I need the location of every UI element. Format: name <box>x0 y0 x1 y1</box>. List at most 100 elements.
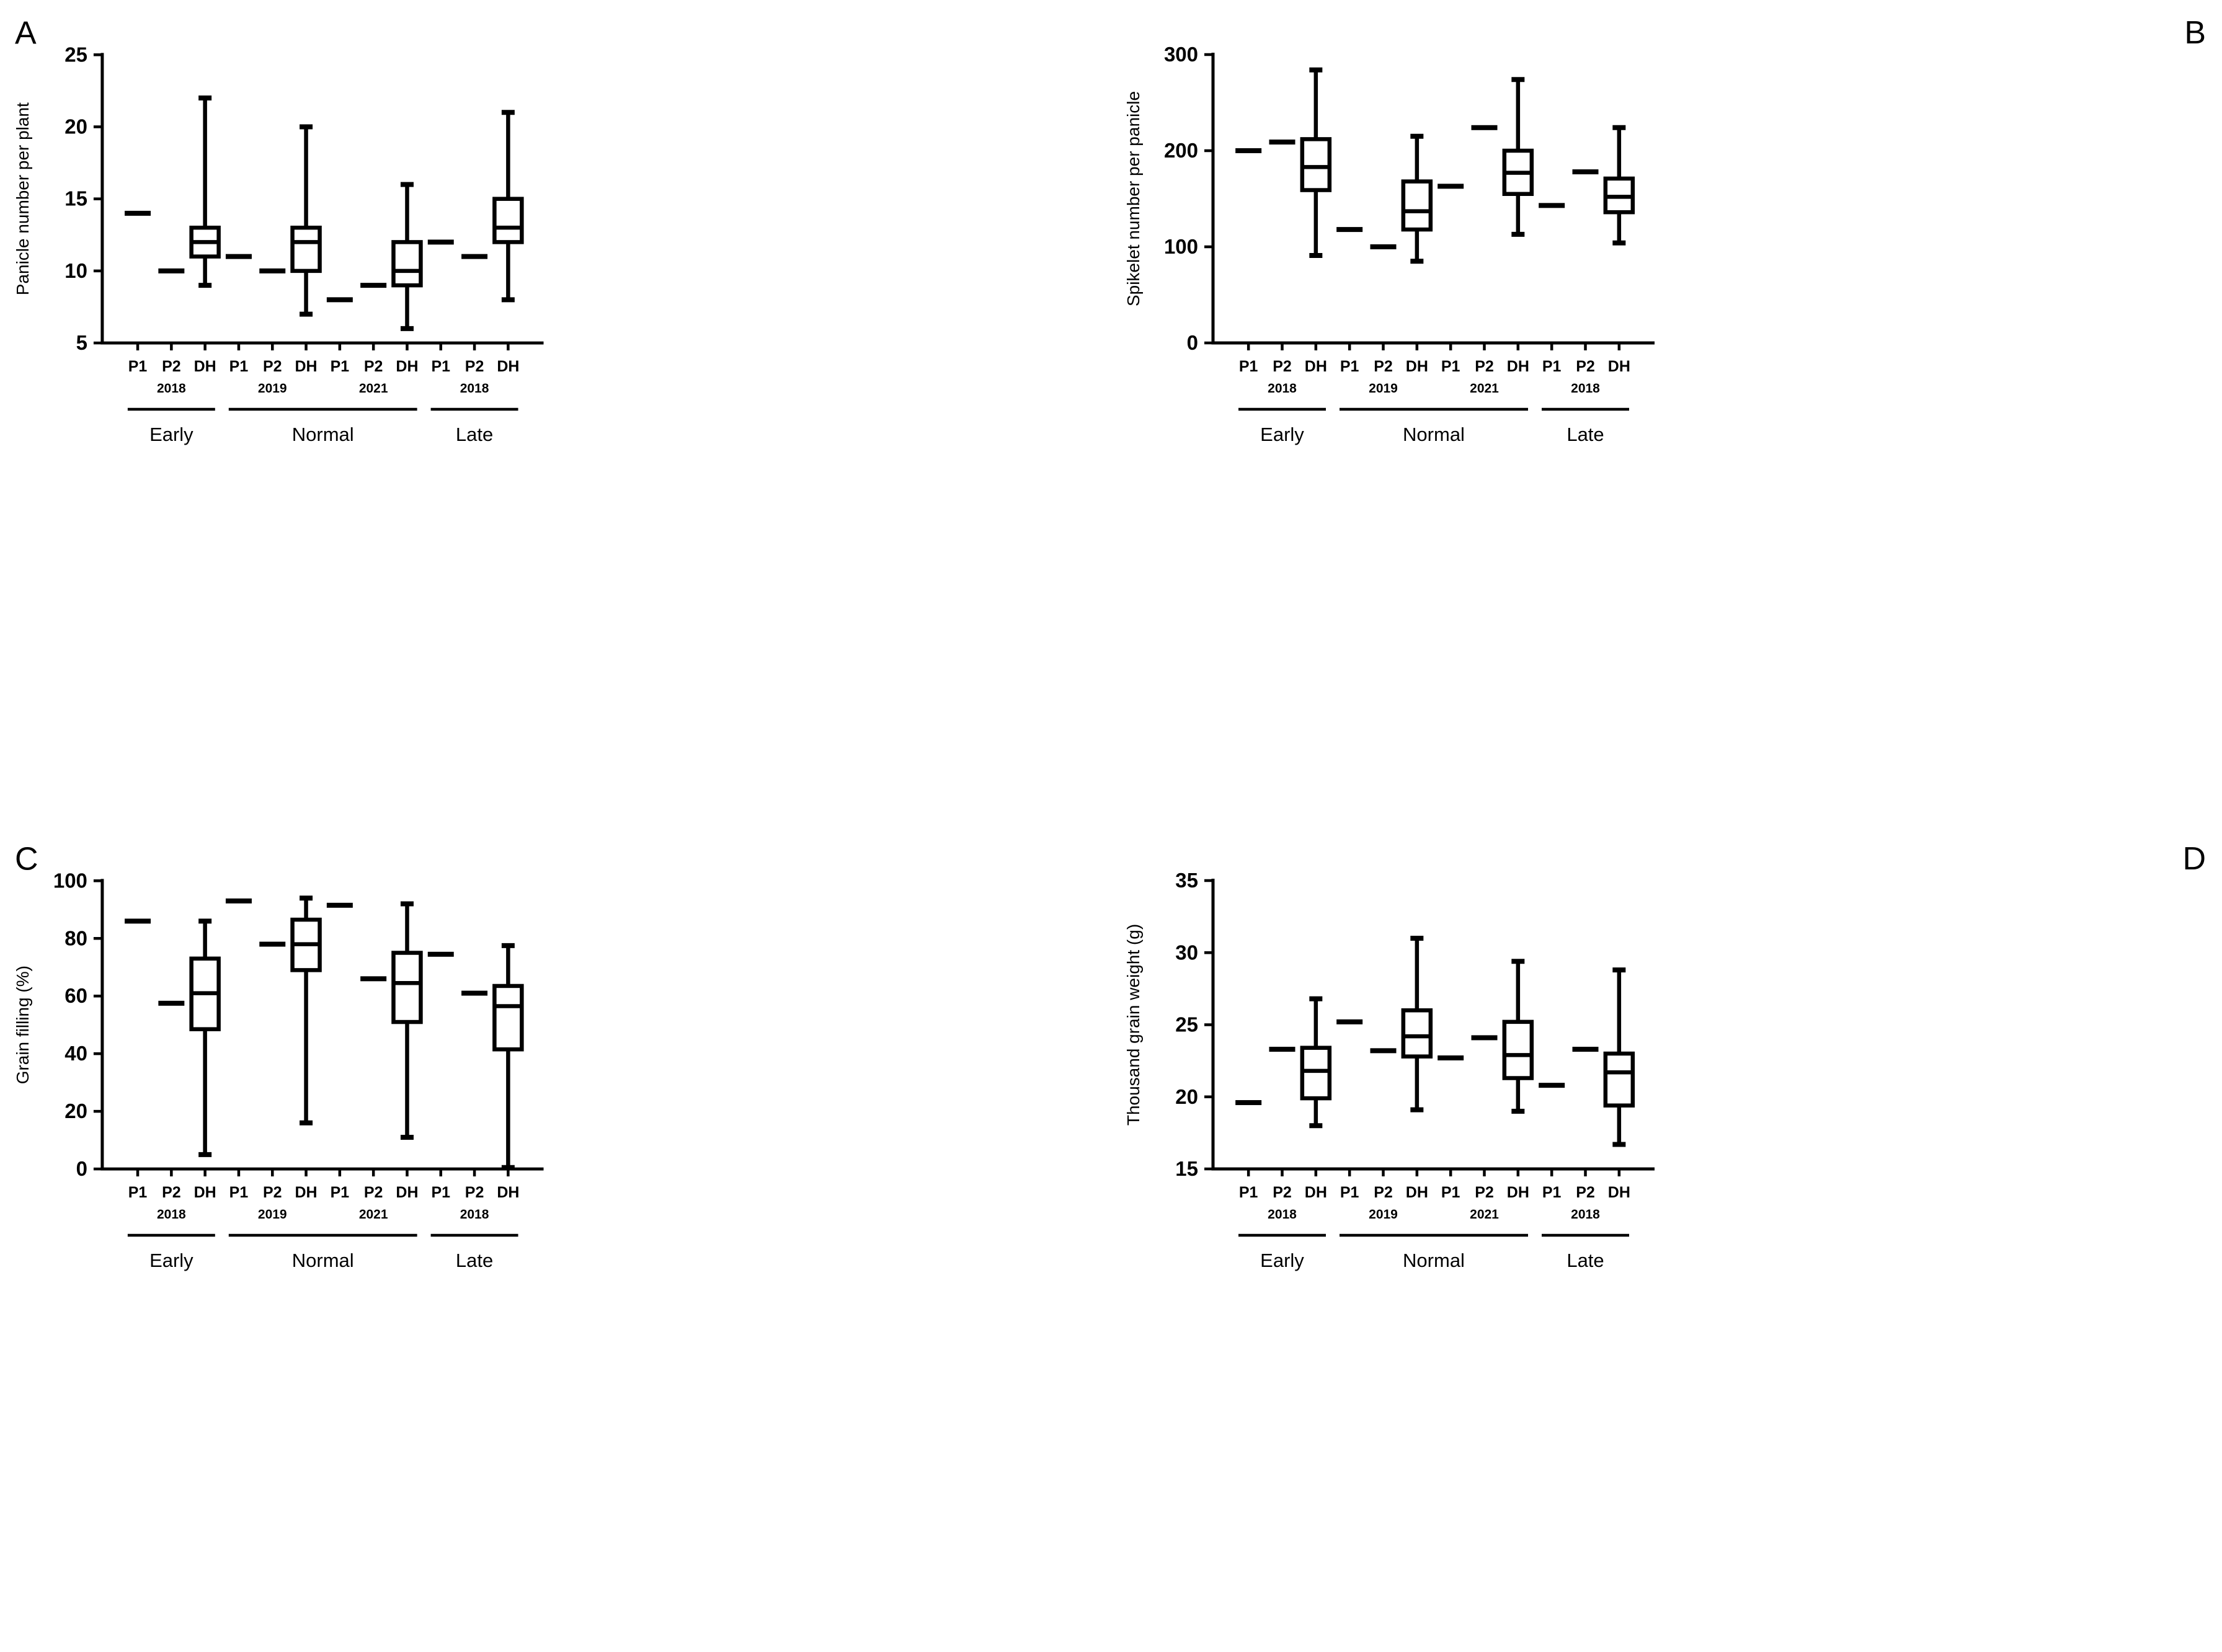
panel-c: C 0 20 40 60 80 100 Grain filling (%) P1 P2 DH 2018… <box>0 826 1111 1652</box>
x-tick-label: P1 <box>128 358 148 375</box>
year-label: 2018 <box>460 1207 489 1222</box>
x-tick-label: P2 <box>263 1184 282 1201</box>
y-tick-label: 20 <box>64 1099 87 1122</box>
x-tick-label: P2 <box>1374 358 1393 375</box>
box <box>1401 1008 1433 1059</box>
mean-bar <box>326 297 353 303</box>
x-tick-label: DH <box>1305 358 1327 375</box>
x-tick-label: P1 <box>1340 358 1359 375</box>
y-tick-label: 100 <box>1164 235 1198 258</box>
mean-bar <box>1370 244 1397 249</box>
x-tick-label: P2 <box>1374 1184 1393 1201</box>
panel-c-chart: C 0 20 40 60 80 100 Grain filling (%) P1 P2 DH 2018… <box>13 841 544 1271</box>
mean-bar <box>1336 1019 1363 1024</box>
mean-bar <box>1336 227 1363 233</box>
x-tick-label: P1 <box>1340 1184 1359 1201</box>
box <box>290 225 322 273</box>
mean-bar <box>427 239 454 245</box>
mean-bar <box>1572 1047 1599 1052</box>
x-tick-label: DH <box>1608 1184 1630 1201</box>
mean-bar <box>1269 140 1295 145</box>
panel-d: D 15 20 25 30 35 Thousand grain weight (g) P1 P2… <box>1111 826 2222 1652</box>
panel-a-chart: A 5 10 15 20 25 Panicle number per plant P1 P2 DH… <box>13 15 544 445</box>
mean-bar <box>1438 1055 1464 1060</box>
box <box>1300 1046 1332 1101</box>
x-tick-label: DH <box>295 358 318 375</box>
group-label: Late <box>1567 1250 1604 1271</box>
box <box>391 951 423 1024</box>
x-tick-label: P2 <box>1475 1184 1494 1201</box>
year-label: 2019 <box>1369 1207 1398 1222</box>
panel-letter: B <box>2184 15 2206 51</box>
mean-bar <box>225 254 252 259</box>
x-tick-label: P2 <box>465 358 484 375</box>
year-label: 2018 <box>157 381 186 396</box>
mean-bar <box>1471 1035 1498 1041</box>
mean-bar <box>461 990 488 996</box>
box <box>1603 1051 1635 1108</box>
x-tick-label: DH <box>295 1184 318 1201</box>
mean-bar <box>1438 184 1464 189</box>
group-label: Late <box>1567 424 1604 445</box>
mean-bar <box>225 898 252 904</box>
box <box>391 240 423 288</box>
x-tick-label: P1 <box>431 1184 450 1201</box>
year-label: 2021 <box>1470 381 1499 396</box>
mean-bar <box>1235 1100 1262 1106</box>
x-tick-label: P2 <box>1475 358 1494 375</box>
x-tick-label: P2 <box>1273 1184 1292 1201</box>
x-tick-label: DH <box>1507 358 1529 375</box>
y-tick-label: 10 <box>64 259 87 282</box>
x-tick-label: P2 <box>364 1184 383 1201</box>
group-label: Normal <box>1403 424 1465 445</box>
box <box>492 197 524 244</box>
group-label: Late <box>456 424 493 445</box>
mean-bar <box>1572 169 1599 175</box>
mean-bar <box>360 283 387 288</box>
y-tick-label: 20 <box>64 115 87 138</box>
y-tick-label: 15 <box>64 187 87 210</box>
y-tick-label: 0 <box>76 1157 87 1180</box>
y-tick-label: 40 <box>64 1042 87 1065</box>
x-tick-label: P1 <box>128 1184 148 1201</box>
y-tick-label: 30 <box>1175 941 1198 964</box>
mean-bar <box>1370 1048 1397 1054</box>
x-tick-label: P1 <box>1239 358 1258 375</box>
panel-letter: D <box>2182 841 2206 877</box>
x-tick-label: DH <box>497 1184 519 1201</box>
mean-bar <box>1539 203 1565 208</box>
group-label: Normal <box>292 1250 354 1271</box>
y-tick-label: 200 <box>1164 139 1198 162</box>
x-tick-label: DH <box>396 358 418 375</box>
mean-bar <box>1471 125 1498 130</box>
x-tick-label: P1 <box>1239 1184 1258 1201</box>
x-tick-label: DH <box>497 358 519 375</box>
x-tick-label: P1 <box>431 358 450 375</box>
mean-bar <box>1235 148 1262 153</box>
x-tick-label: P2 <box>364 358 383 375</box>
y-tick-label: 15 <box>1175 1157 1198 1180</box>
x-tick-label: DH <box>1406 358 1428 375</box>
panel-b: B 0 100 200 300 Spikelet number per panicle P1… <box>1111 0 2222 826</box>
y-tick-label: 25 <box>1175 1013 1198 1036</box>
y-tick-label: 25 <box>64 43 87 66</box>
mean-bar <box>1269 1047 1295 1052</box>
year-label: 2018 <box>157 1207 186 1222</box>
x-tick-label: P2 <box>162 358 181 375</box>
x-tick-label: P2 <box>1576 1184 1595 1201</box>
year-label: 2019 <box>1369 381 1398 396</box>
x-tick-label: P2 <box>162 1184 181 1201</box>
year-label: 2018 <box>1268 381 1297 396</box>
panel-letter: A <box>15 15 37 51</box>
panel-d-chart: D 15 20 25 30 35 Thousand grain weight (g) P1 P2… <box>1124 841 2206 1271</box>
y-tick-label: 80 <box>64 926 87 949</box>
y-axis-label: Panicle number per plant <box>13 102 32 295</box>
y-tick-label: 60 <box>64 984 87 1007</box>
y-tick-label: 35 <box>1175 869 1198 892</box>
group-label: Early <box>149 424 193 445</box>
box <box>492 984 524 1052</box>
box <box>1401 179 1433 232</box>
mean-bar <box>158 268 185 273</box>
year-label: 2019 <box>258 1207 287 1222</box>
